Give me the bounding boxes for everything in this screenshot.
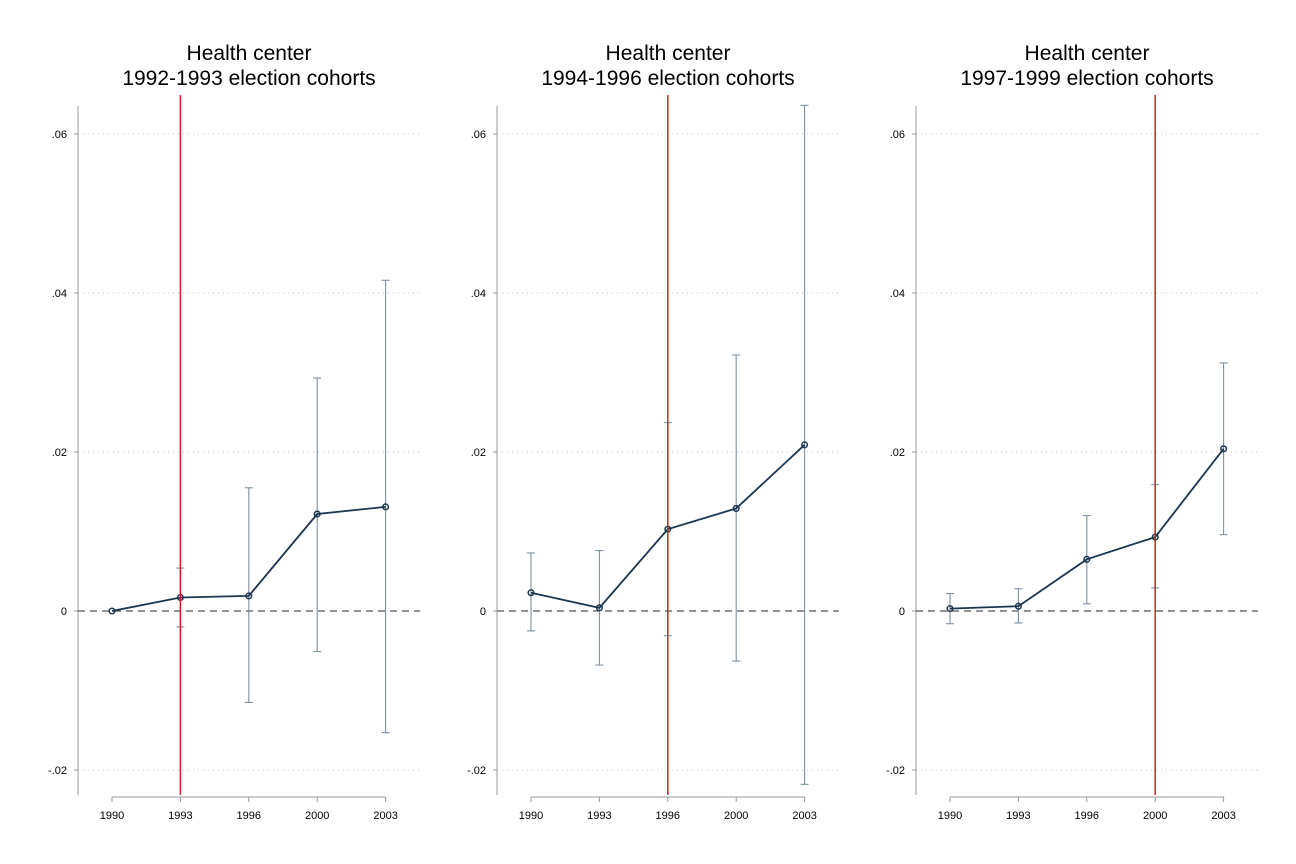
data-point — [1014, 602, 1022, 610]
y-tick-label: .04 — [52, 288, 67, 300]
data-point — [946, 605, 954, 613]
data-point — [732, 504, 740, 512]
y-tick-label: 0 — [899, 606, 905, 618]
y-tick-label: 0 — [61, 606, 67, 618]
x-tick-label: 1996 — [237, 810, 261, 822]
data-point — [108, 607, 116, 615]
data-point — [313, 510, 321, 518]
chart-title-line: Health center — [606, 42, 731, 65]
x-tick-label: 1993 — [587, 810, 611, 822]
chart-title-line: 1992-1993 election cohorts — [122, 67, 375, 90]
y-tick-label: .02 — [52, 447, 67, 459]
y-tick-label: -.02 — [467, 765, 486, 777]
series-line — [111, 505, 386, 612]
x-tick-label: 1996 — [1075, 810, 1099, 822]
data-point — [382, 503, 390, 511]
chart-title-line: 1997-1999 election cohorts — [960, 67, 1213, 90]
data-point — [595, 604, 603, 612]
chart-title-line: 1994-1996 election cohorts — [541, 67, 794, 90]
x-tick-label: 1993 — [1006, 810, 1030, 822]
x-tick-label: 1996 — [656, 810, 680, 822]
y-tick-label: -.02 — [48, 765, 67, 777]
data-point — [527, 589, 535, 597]
x-tick-label: 1990 — [938, 810, 962, 822]
x-tick-label: 2000 — [1143, 810, 1167, 822]
x-tick-label: 2000 — [305, 810, 329, 822]
series-line — [949, 448, 1225, 610]
x-tick-label: 1993 — [168, 810, 192, 822]
y-tick-label: .02 — [890, 447, 905, 459]
confidence-interval — [381, 279, 390, 734]
x-tick-label: 2000 — [724, 810, 748, 822]
x-tick-label: 2003 — [373, 810, 397, 822]
x-tick-label: 2003 — [1211, 810, 1235, 822]
y-tick-label: 0 — [480, 606, 486, 618]
chart-title-line: Health center — [187, 42, 312, 65]
y-tick-label: .06 — [471, 129, 486, 141]
y-tick-label: .04 — [471, 288, 486, 300]
data-point — [801, 441, 809, 449]
y-tick-label: -.02 — [886, 765, 905, 777]
y-tick-label: .06 — [890, 129, 905, 141]
data-point — [245, 592, 253, 600]
x-tick-label: 1990 — [519, 810, 543, 822]
x-tick-label: 1990 — [100, 810, 124, 822]
data-point — [1083, 555, 1091, 563]
x-tick-label: 2003 — [792, 810, 816, 822]
data-point — [1220, 445, 1228, 453]
chart-title-line: Health center — [1025, 42, 1150, 65]
y-tick-label: .06 — [52, 129, 67, 141]
y-tick-label: .02 — [471, 447, 486, 459]
y-tick-label: .04 — [890, 288, 905, 300]
confidence-interval — [527, 552, 535, 632]
